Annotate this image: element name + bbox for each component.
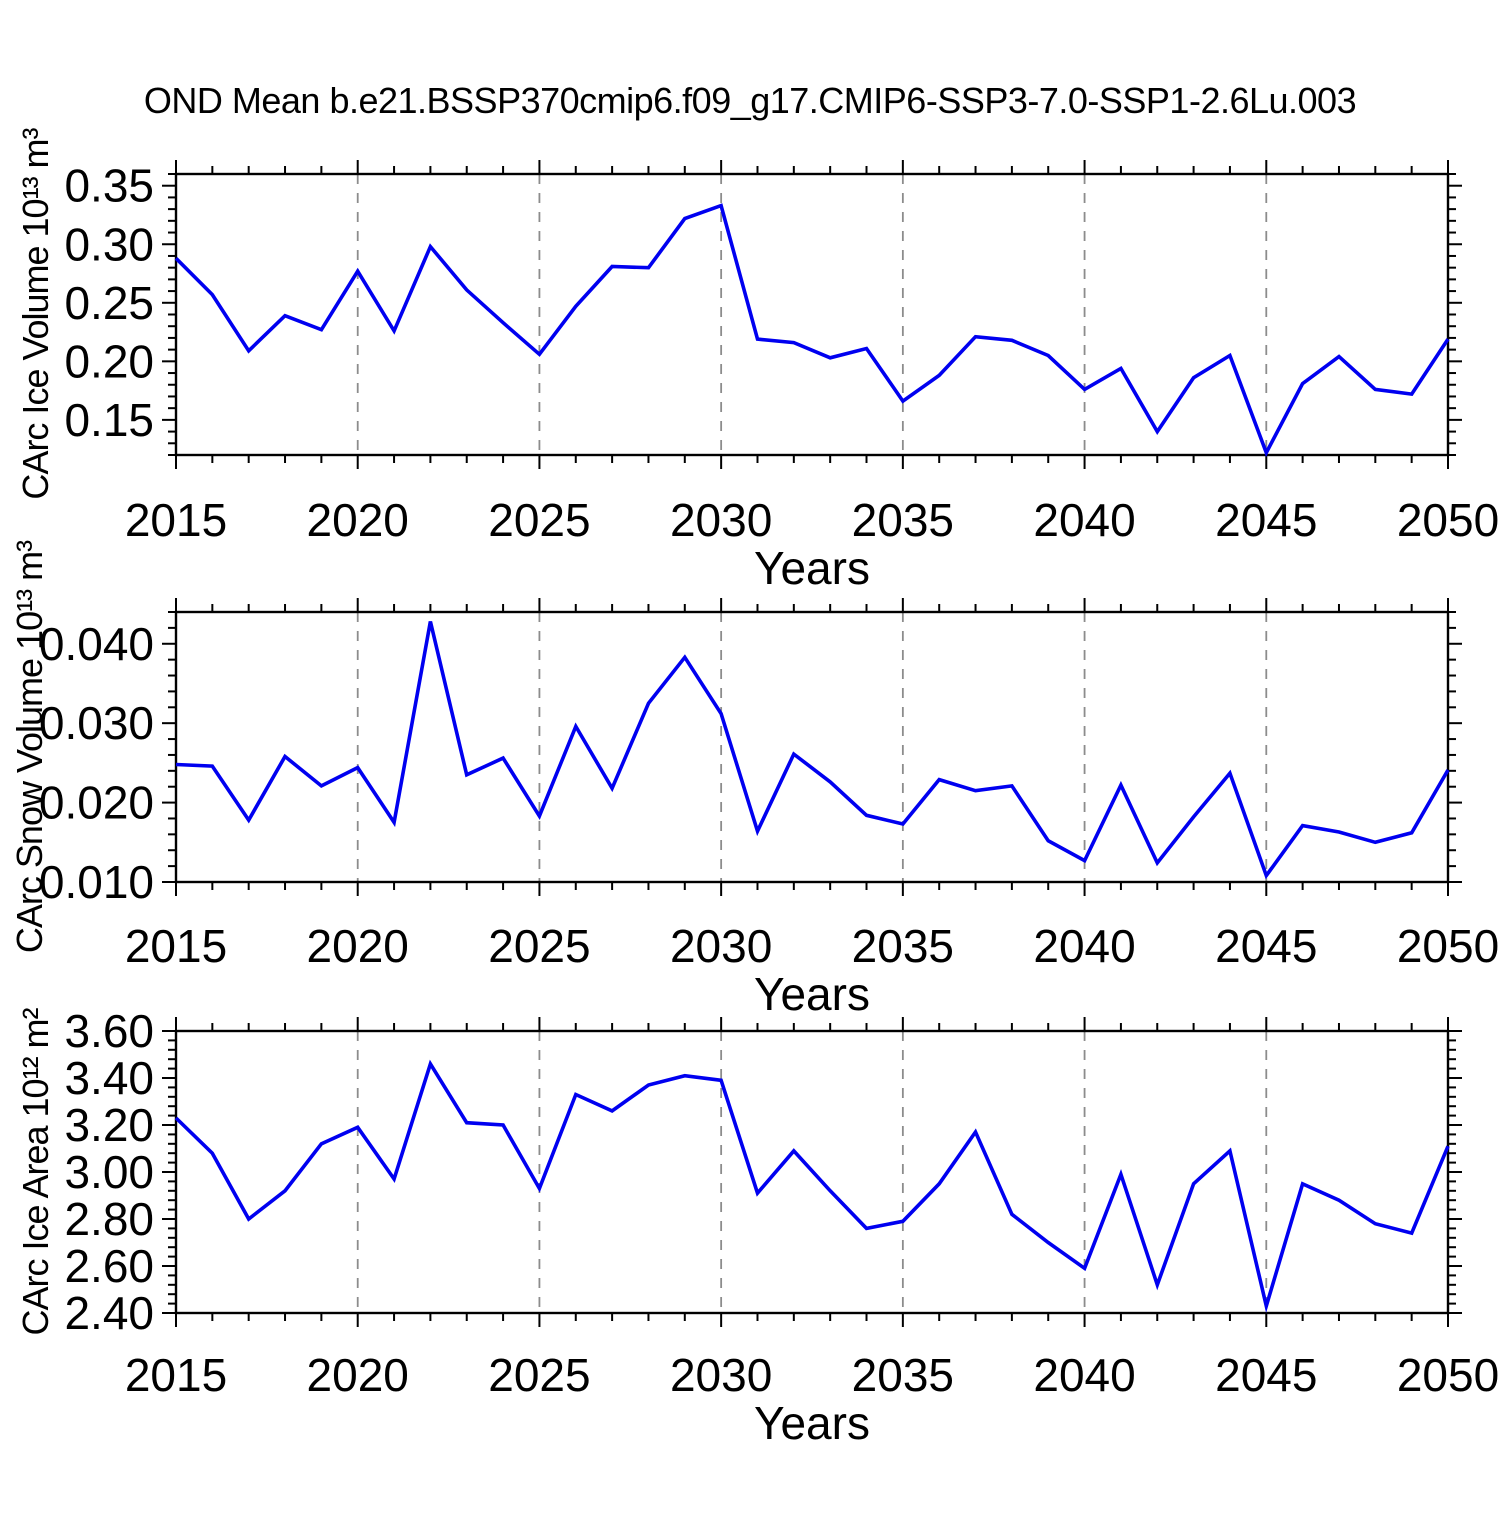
x-axis-title-panel1: Years [754, 542, 870, 594]
y-tick-label: 2.80 [64, 1193, 154, 1245]
x-tick-label: 2040 [1033, 494, 1135, 546]
y-tick-label: 0.15 [64, 394, 154, 446]
data-series-line [175, 621, 1450, 880]
y-tick-label: 0.040 [39, 618, 154, 670]
y-tick-label: 0.35 [64, 160, 154, 212]
chart-title: OND Mean b.e21.BSSP370cmip6.f09_g17.CMIP… [143, 80, 1357, 121]
x-tick-label: 2050 [1397, 1349, 1499, 1401]
x-tick-label: 2015 [125, 1349, 227, 1401]
data-series-line [174, 1059, 1450, 1314]
x-tick-label: 2040 [1033, 920, 1135, 972]
x-tick-label: 2020 [307, 494, 409, 546]
x-tick-label: 2030 [670, 1349, 772, 1401]
x-axis-title-panel2: Years [754, 968, 870, 1020]
x-tick-label: 2050 [1397, 494, 1499, 546]
x-tick-label: 2015 [125, 920, 227, 972]
y-tick-label: 2.40 [64, 1287, 154, 1339]
x-tick-label: 2050 [1397, 920, 1499, 972]
panel-border [174, 172, 1450, 457]
y-tick-label: 3.00 [64, 1146, 154, 1198]
x-tick-label: 2035 [852, 1349, 954, 1401]
y-tick-label: 3.20 [64, 1099, 154, 1151]
y-tick-label: 3.60 [64, 1005, 154, 1057]
x-tick-label: 2025 [488, 1349, 590, 1401]
x-tick-label: 2035 [852, 494, 954, 546]
y-tick-label: 0.25 [64, 277, 154, 329]
y-tick-label: 2.60 [64, 1240, 154, 1292]
x-tick-label: 2015 [125, 494, 227, 546]
data-series-line [174, 203, 1450, 458]
x-tick-label: 2035 [852, 920, 954, 972]
x-tick-label: 2045 [1215, 1349, 1317, 1401]
x-tick-label: 2040 [1033, 1349, 1135, 1401]
y-tick-label: 0.020 [39, 777, 154, 829]
panel-border [174, 1029, 1450, 1315]
y-tick-label: 0.010 [39, 856, 154, 908]
y-axis-label-ice-area: CArc Ice Area 10¹² m² [15, 1008, 56, 1336]
x-tick-label: 2030 [670, 920, 772, 972]
panel-ice_area: 2.402.602.803.003.203.403.60 2015 2020 2025… [64, 1005, 1499, 1401]
x-tick-label: 2025 [488, 494, 590, 546]
y-tick-label: 0.030 [39, 697, 154, 749]
x-tick-label: 2020 [307, 1349, 409, 1401]
x-tick-label: 2030 [670, 494, 772, 546]
y-tick-label: 0.20 [64, 335, 154, 387]
panel-ice_volume: 0.15 0.20 0.25 0.30 0.35 2015 2020 2025 2030 2035… [64, 160, 1499, 546]
x-tick-label: 2045 [1215, 494, 1317, 546]
x-tick-label: 2045 [1215, 920, 1317, 972]
panel-snow_volume: 0.010 0.020 0.030 0.040 2015 2020 2025 2030 2035… [39, 598, 1499, 972]
x-axis-title-panel3: Years [754, 1397, 870, 1449]
y-tick-label: 0.30 [64, 218, 154, 270]
panel-border [174, 610, 1450, 884]
x-tick-label: 2020 [307, 920, 409, 972]
x-tick-label: 2025 [488, 920, 590, 972]
y-tick-label: 3.40 [64, 1052, 154, 1104]
